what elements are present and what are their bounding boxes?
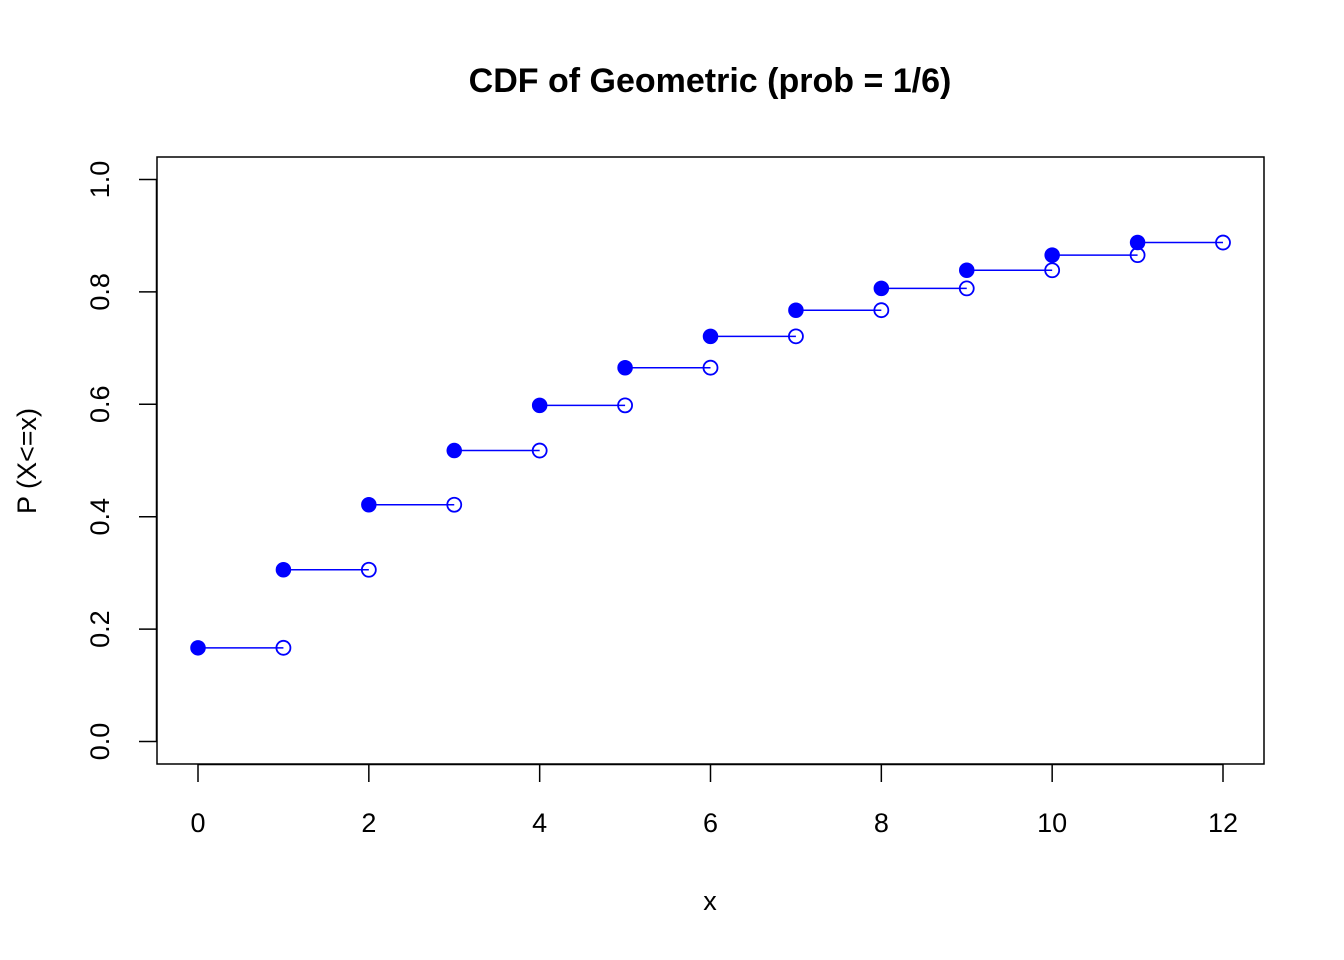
- y-tick-label: 0.0: [85, 723, 115, 761]
- x-tick-label: 2: [361, 808, 376, 838]
- y-axis: 0.0 0.2 0.4 0.6 0.8 1.0: [85, 161, 158, 761]
- closed-point: [617, 359, 633, 376]
- closed-point: [788, 302, 804, 318]
- closed-point: [275, 562, 292, 578]
- y-axis-label: P (X<=x): [12, 408, 42, 514]
- closed-point: [702, 328, 719, 345]
- x-tick-label: 8: [874, 808, 889, 838]
- open-point: [275, 639, 292, 656]
- closed-point: [361, 496, 377, 513]
- closed-point: [190, 640, 206, 656]
- y-tick-label: 0.6: [85, 386, 115, 424]
- chart-title: CDF of Geometric (prob = 1/6): [469, 62, 952, 100]
- closed-point: [1129, 234, 1146, 251]
- open-point: [873, 302, 890, 319]
- closed-point: [446, 442, 462, 459]
- y-tick-label: 0.4: [85, 498, 115, 536]
- y-tick-label: 0.8: [85, 273, 115, 311]
- x-tick-label: 10: [1037, 808, 1067, 838]
- open-point: [531, 442, 548, 459]
- open-point: [702, 359, 719, 376]
- y-tick-label: 0.2: [85, 610, 115, 648]
- open-point: [1044, 262, 1061, 279]
- x-axis: 0 2 4 6 8 10 12: [190, 763, 1238, 838]
- open-point: [958, 280, 975, 297]
- open-point: [788, 328, 804, 345]
- open-point: [446, 496, 463, 513]
- x-tick-label: 4: [532, 808, 547, 838]
- x-tick-label: 0: [190, 808, 205, 838]
- closed-point: [531, 397, 548, 414]
- cdf-series: [190, 234, 1231, 656]
- closed-point: [959, 262, 975, 279]
- y-tick-label: 1.0: [85, 161, 115, 199]
- x-axis-label: x: [703, 886, 717, 916]
- plot-frame: [156, 156, 1265, 765]
- closed-point: [1044, 247, 1060, 263]
- open-point: [360, 561, 377, 578]
- closed-point: [873, 280, 890, 297]
- open-point: [1215, 234, 1231, 251]
- x-tick-label: 12: [1208, 808, 1238, 838]
- open-point: [617, 397, 633, 414]
- x-tick-label: 6: [703, 808, 718, 838]
